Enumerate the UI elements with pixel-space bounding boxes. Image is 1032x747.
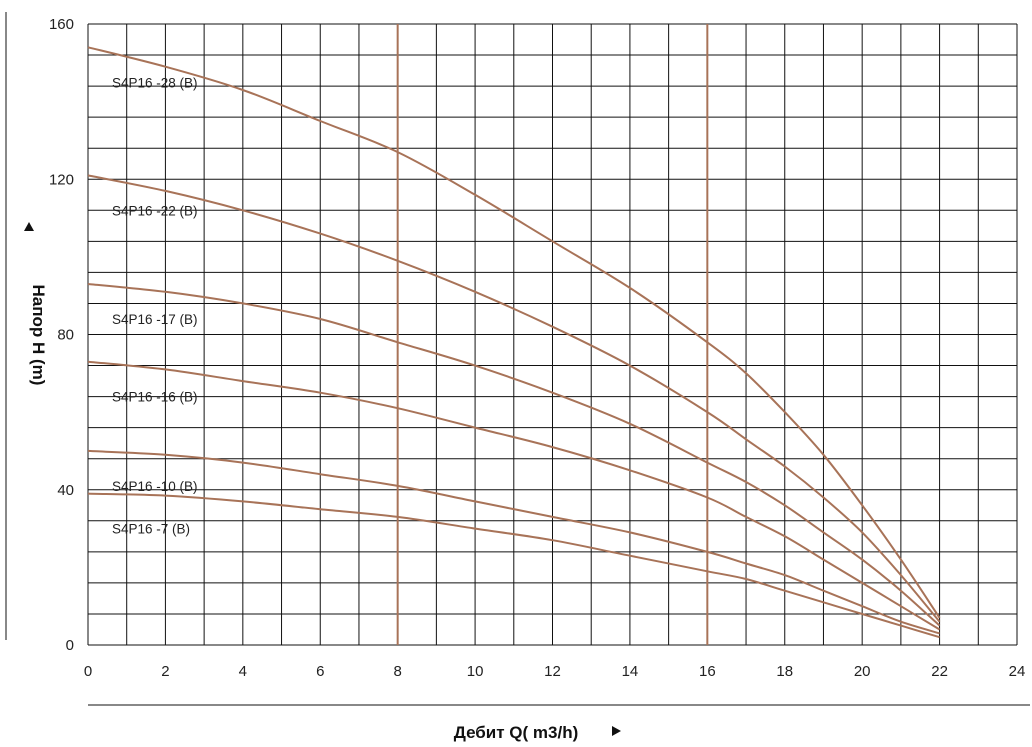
y-axis-title: Напор H (m) (29, 285, 48, 386)
y-tick-labels: 0 40 80 120 160 (49, 16, 74, 654)
x-tick-label: 18 (776, 663, 793, 680)
series-labels: S4P16 -28 (B) S4P16 -22 (B) S4P16 -17 (B) S… (112, 75, 198, 536)
x-tick-label: 24 (1009, 663, 1026, 680)
series-curve (87, 46, 941, 619)
y-tick-label: 40 (57, 482, 74, 499)
x-tick-label: 14 (622, 663, 639, 680)
series-label: S4P16 -16 (B) (112, 390, 198, 405)
series-curve (87, 174, 941, 623)
series-label: S4P16 -7 (B) (112, 522, 190, 537)
x-tick-labels: 0 2 4 6 8 10 12 14 16 18 20 22 24 (84, 663, 1026, 680)
y-tick-label: 160 (49, 16, 74, 33)
highlight-lines (396, 24, 709, 645)
x-tick-label: 20 (854, 663, 871, 680)
series-curve (87, 449, 940, 635)
series-curve (87, 360, 941, 631)
series-curve (87, 492, 940, 639)
x-tick-label: 0 (84, 663, 92, 680)
x-tick-label: 4 (239, 663, 247, 680)
series-label: S4P16 -28 (B) (112, 75, 198, 90)
series-curve (87, 283, 941, 627)
y-axis-arrow-icon (24, 222, 34, 231)
x-tick-label: 16 (699, 663, 716, 680)
x-tick-label: 6 (316, 663, 324, 680)
grid (87, 23, 1018, 646)
x-tick-label: 12 (544, 663, 561, 680)
x-tick-label: 2 (161, 663, 169, 680)
series-label: S4P16 -22 (B) (112, 203, 198, 218)
series-label: S4P16 -17 (B) (112, 312, 198, 327)
y-tick-label: 0 (66, 637, 74, 654)
x-tick-label: 22 (931, 663, 948, 680)
series-label: S4P16 -10 (B) (112, 479, 198, 494)
x-tick-label: 8 (393, 663, 401, 680)
y-tick-label: 120 (49, 171, 74, 188)
y-tick-label: 80 (57, 327, 74, 344)
x-tick-label: 10 (467, 663, 484, 680)
x-axis-title: Дебит Q( m3/h) (454, 723, 579, 742)
curves (87, 46, 941, 639)
x-axis-arrow-icon (612, 726, 621, 736)
